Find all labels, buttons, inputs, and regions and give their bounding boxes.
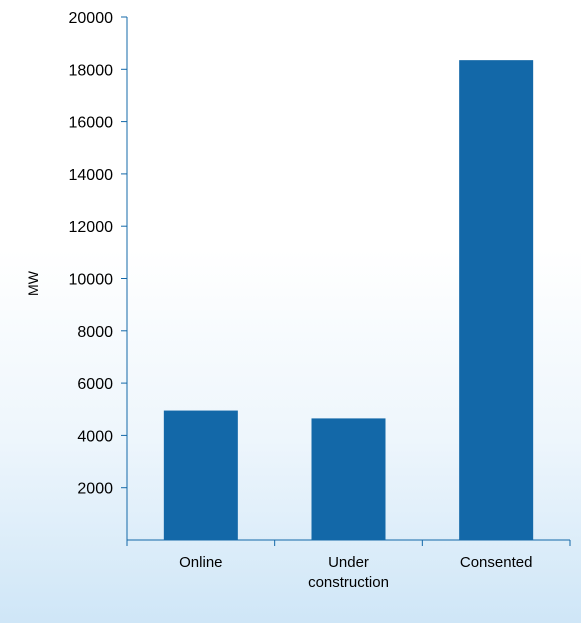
y-tick-labels: 2000 4000 6000 8000 10000 12000 14000 16000 1800… <box>69 10 114 498</box>
y-tick-label: 4000 <box>77 428 113 445</box>
y-tick-label: 12000 <box>69 219 114 236</box>
bars <box>163 60 534 541</box>
y-axis-title: MW <box>25 270 41 296</box>
x-category-label: Consented <box>460 554 533 571</box>
bar <box>163 410 238 540</box>
y-tick-label: 16000 <box>69 115 114 132</box>
y-tick-label: 14000 <box>69 167 114 184</box>
y-tick-label: 8000 <box>77 324 113 341</box>
y-tick-label: 10000 <box>69 272 114 289</box>
bar <box>459 60 534 541</box>
bar <box>311 418 386 540</box>
y-tick-label: 2000 <box>77 481 113 498</box>
x-category-label: Under construction <box>308 554 389 591</box>
x-category-labels: Online Under construction Consented <box>179 554 532 591</box>
y-tick-label: 6000 <box>77 376 113 393</box>
y-tick-label: 18000 <box>69 62 114 79</box>
x-category-label: Online <box>179 554 222 571</box>
y-tick-label: 20000 <box>69 10 114 27</box>
